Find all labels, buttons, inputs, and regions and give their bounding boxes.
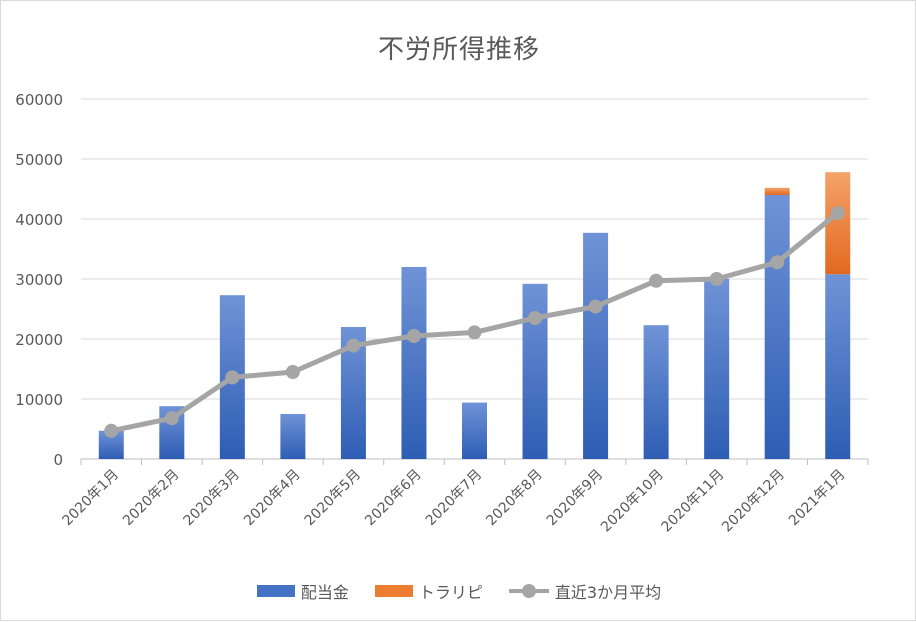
x-tick-label: 2020年6月: [362, 467, 425, 530]
x-tick-label: 2020年5月: [302, 467, 365, 530]
average-point: [406, 329, 421, 343]
x-tick-label: 2020年1月: [59, 467, 122, 530]
y-tick-label: 60000: [15, 91, 63, 109]
bar-dividends: [764, 195, 790, 459]
legend-label-average: 直近3か月平均: [554, 583, 662, 602]
average-point: [588, 299, 603, 314]
legend-swatch-trarepi: [374, 585, 413, 597]
bar-trarepi: [825, 172, 851, 275]
average-point: [528, 311, 543, 325]
y-tick-label: 0: [53, 451, 63, 469]
legend-item-average: 直近3か月平均: [508, 579, 662, 603]
legend-swatch-dividends: [256, 585, 295, 597]
bar-dividends: [462, 402, 487, 459]
average-point: [467, 325, 482, 340]
y-tick-label: 50000: [15, 151, 63, 169]
legend-label-dividends: 配当金: [300, 583, 349, 602]
bar-trarepi: [764, 187, 790, 195]
legend-swatch-average: [508, 584, 549, 598]
average-point: [709, 272, 724, 286]
y-tick-label: 30000: [15, 271, 63, 289]
x-tick-label: 2020年8月: [483, 467, 546, 530]
average-point: [830, 206, 845, 220]
bar-dividends: [583, 232, 609, 459]
average-point: [225, 370, 240, 385]
x-tick-label: 2020年11月: [659, 467, 728, 536]
x-tick-label: 2020年2月: [120, 467, 183, 530]
x-tick-label: 2020年9月: [544, 467, 607, 530]
legend-label-trarepi: トラリピ: [418, 583, 483, 602]
legend-item-dividends: 配当金: [256, 579, 349, 603]
x-tick-label: 2020年3月: [181, 467, 244, 530]
chart-legend: 配当金 トラリピ 直近3か月平均: [1, 579, 916, 603]
x-tick-label: 2020年12月: [719, 467, 788, 536]
bar-dividends: [704, 279, 730, 459]
average-point: [285, 365, 300, 379]
average-point: [104, 423, 119, 438]
x-tick-label: 2021年1月: [786, 467, 849, 530]
y-tick-label: 20000: [15, 331, 63, 349]
bar-dividends: [522, 283, 548, 459]
y-tick-label: 10000: [15, 391, 63, 409]
x-tick-label: 2020年7月: [423, 467, 486, 530]
y-tick-label: 40000: [15, 211, 63, 229]
average-point: [346, 338, 361, 353]
bar-dividends: [401, 267, 427, 459]
bar-dividends: [280, 414, 306, 459]
average-point: [770, 255, 785, 270]
chart-title: 不労所得推移: [377, 35, 540, 65]
legend-item-trarepi: トラリピ: [374, 579, 483, 603]
bar-dividends: [825, 274, 851, 459]
bar-dividends: [643, 325, 669, 459]
x-tick-label: 2020年10月: [598, 467, 667, 536]
average-point: [649, 273, 664, 288]
average-point: [164, 411, 179, 426]
x-tick-label: 2020年4月: [241, 467, 304, 530]
